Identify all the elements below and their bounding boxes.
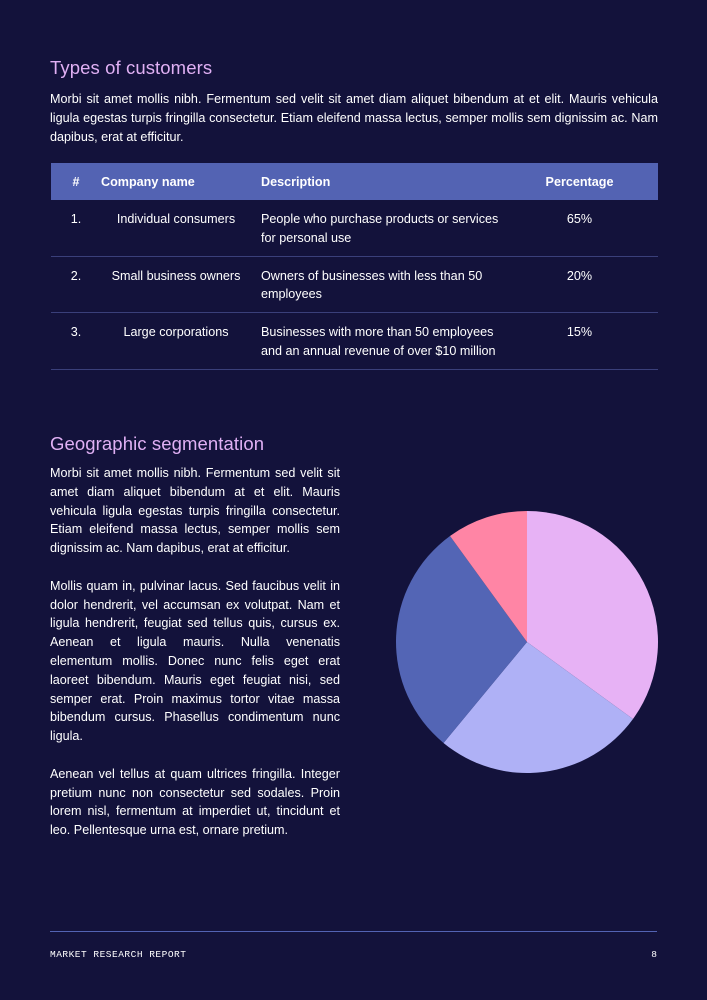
row-percentage: 15% [501, 312, 658, 370]
table-row: 1. Individual consumers People who purch… [51, 200, 658, 257]
pie-slice-3 [396, 536, 527, 743]
table-row: 3. Large corporations Businesses with mo… [51, 312, 658, 370]
pie-slice-1 [527, 511, 658, 719]
geo-paragraph-2: Mollis quam in, pulvinar lacus. Sed fauc… [50, 578, 340, 744]
geographic-pie-chart [396, 511, 658, 773]
row-description: Owners of businesses with less than 50 e… [261, 256, 501, 314]
row-description: Businesses with more than 50 employees a… [261, 312, 501, 370]
header-description: Description [261, 174, 331, 189]
table-header-row: # Company name Description Percentage [51, 163, 658, 200]
section-title-types-of-customers: Types of customers [50, 57, 213, 78]
row-percentage: 65% [501, 200, 658, 257]
geo-paragraph-3: Aenean vel tellus at quam ultrices fring… [50, 766, 340, 838]
row-description: People who purchase products or services… [261, 200, 501, 257]
footer-page-number: 8 [651, 949, 657, 960]
row-number: 1. [51, 200, 101, 257]
header-number: # [72, 174, 80, 189]
row-percentage: 20% [501, 256, 658, 314]
intro-paragraph: Morbi sit amet mollis nibh. Fermentum se… [50, 92, 658, 144]
row-number: 3. [51, 312, 101, 370]
section-title-geographic-segmentation: Geographic segmentation [50, 433, 265, 454]
pie-slice-2 [443, 642, 633, 773]
customers-table: # Company name Description Percentage 1.… [51, 163, 658, 370]
row-company-name: Small business owners [101, 256, 261, 314]
row-company-name: Large corporations [101, 312, 261, 370]
geo-paragraph-1: Morbi sit amet mollis nibh. Fermentum se… [50, 466, 340, 556]
row-number: 2. [51, 256, 101, 314]
row-company-name: Individual consumers [101, 200, 261, 257]
footer-divider [50, 931, 657, 932]
table-row: 2. Small business owners Owners of busin… [51, 256, 658, 314]
geographic-text-block: Morbi sit amet mollis nibh. Fermentum se… [50, 464, 340, 859]
pie-slice-4 [450, 511, 527, 642]
header-percentage: Percentage [545, 174, 614, 189]
header-company-name: Company name [101, 174, 195, 189]
footer-report-label: MARKET RESEARCH REPORT [50, 949, 187, 960]
